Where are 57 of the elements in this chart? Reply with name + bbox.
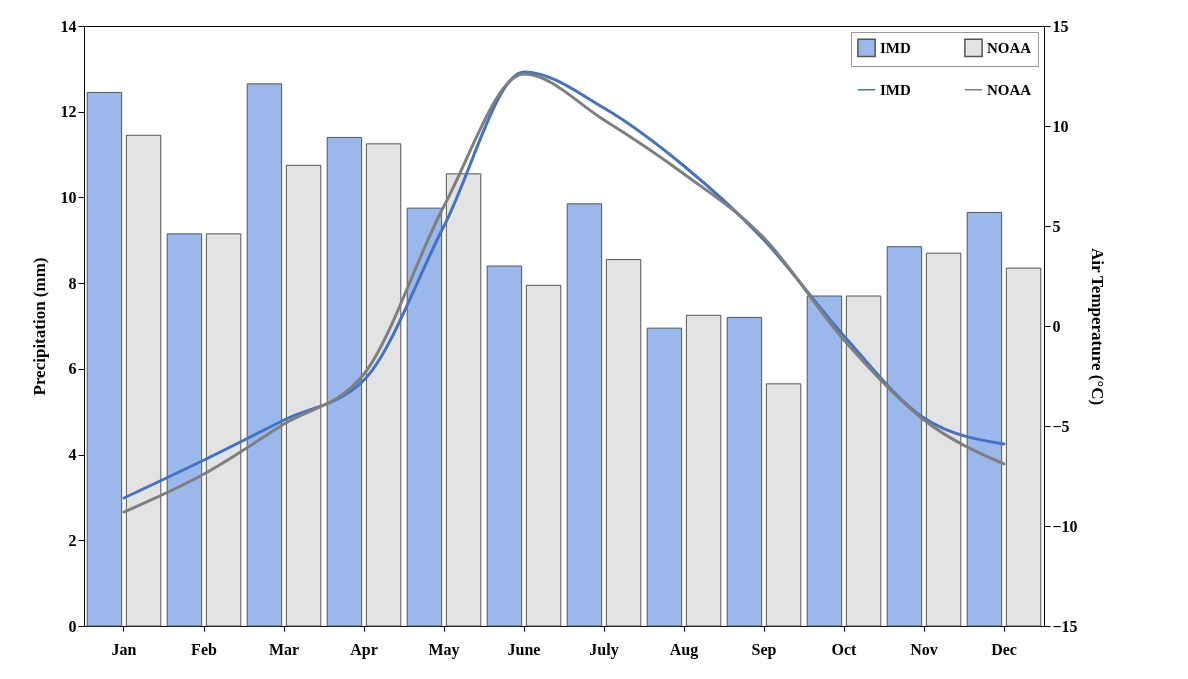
x-tick-label: Mar xyxy=(268,640,300,658)
legend-label: IMD xyxy=(880,39,911,56)
y2-axis-title: Air Temperature (°C) xyxy=(1087,247,1107,406)
x-tick-label: Apr xyxy=(350,640,378,659)
bar xyxy=(886,246,923,627)
bar xyxy=(685,314,722,627)
bar xyxy=(605,259,642,627)
bar xyxy=(285,164,322,627)
x-tick-label: Aug xyxy=(669,640,699,659)
x-tick-label: May xyxy=(428,640,460,659)
y-tick-label: 4 xyxy=(68,446,77,464)
bar xyxy=(365,143,402,627)
bar xyxy=(566,203,603,627)
bar xyxy=(246,83,283,627)
y-tick-label: 0 xyxy=(68,617,77,635)
bar xyxy=(125,134,162,627)
x-tick-label: July xyxy=(589,640,619,659)
bar xyxy=(166,233,203,627)
y-axis-title: Precipitation (mm) xyxy=(29,257,49,396)
x-tick-label: Oct xyxy=(831,640,858,658)
y2-tick-label: 10 xyxy=(1052,117,1069,135)
bar xyxy=(406,207,443,627)
bar xyxy=(845,295,882,627)
bar xyxy=(486,265,523,627)
legend-label: NOAA xyxy=(987,39,1032,56)
bar xyxy=(86,91,123,627)
x-tick-label: Jan xyxy=(111,640,137,658)
y2-tick-label: 15 xyxy=(1052,17,1069,35)
y-tick-label: 14 xyxy=(60,17,77,35)
y-tick-label: 8 xyxy=(68,274,77,292)
bar xyxy=(326,136,363,627)
bar xyxy=(1005,267,1042,627)
bar xyxy=(966,211,1003,627)
x-tick-label: Dec xyxy=(991,640,1017,658)
y2-tick-label: −15 xyxy=(1052,617,1078,635)
bar xyxy=(925,252,962,627)
y2-tick-label: −5 xyxy=(1052,417,1070,435)
bar xyxy=(806,295,843,627)
y-tick-label: 6 xyxy=(68,360,77,378)
y2-tick-label: 0 xyxy=(1052,317,1061,335)
y2-tick-label: 5 xyxy=(1052,217,1061,235)
x-tick-label: Feb xyxy=(191,640,217,658)
x-tick-label: June xyxy=(507,640,541,658)
y-tick-label: 2 xyxy=(68,531,77,549)
y-tick-label: 10 xyxy=(60,188,77,206)
bar xyxy=(765,383,802,627)
bar xyxy=(525,284,562,627)
legend-label: NOAA xyxy=(987,81,1032,98)
x-tick-label: Sep xyxy=(751,640,777,659)
y-tick-label: 12 xyxy=(60,103,77,121)
legend-label: IMD xyxy=(880,81,911,98)
bar xyxy=(646,327,683,627)
bar xyxy=(726,316,763,627)
x-tick-label: Nov xyxy=(910,640,938,658)
y2-tick-label: −10 xyxy=(1052,517,1078,535)
bar xyxy=(445,173,482,627)
bar xyxy=(205,233,242,627)
